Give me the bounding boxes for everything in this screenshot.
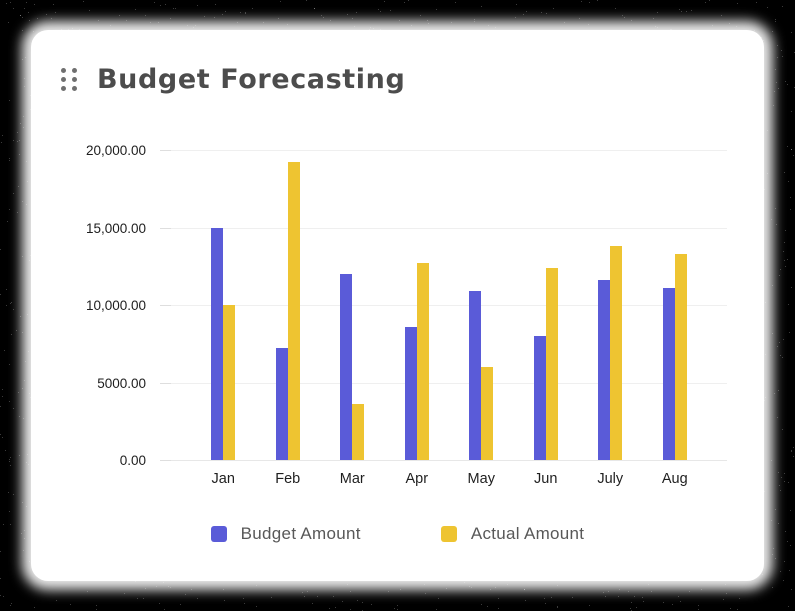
y-axis-tick-label: 5000.00	[97, 375, 146, 391]
y-axis-tick	[160, 150, 171, 151]
dot	[72, 77, 77, 82]
gridline-y-20000	[160, 150, 727, 151]
dot	[72, 68, 77, 73]
x-axis-label-aug: Aug	[661, 471, 688, 487]
bar-group-jun	[514, 150, 579, 460]
x-axis-label-jun: Jun	[534, 471, 558, 487]
dot	[61, 77, 66, 82]
bar-budget-amount-jan[interactable]	[211, 227, 224, 460]
x-axis-label-july: July	[597, 471, 624, 487]
bar-group-may	[449, 150, 514, 460]
y-axis-tick-label: 15,000.00	[85, 220, 146, 236]
x-axis-label-mar: Mar	[339, 471, 365, 487]
bar-group-mar	[320, 150, 385, 460]
drag-handle-icon[interactable]	[61, 68, 77, 91]
x-axis-labels: Jan Feb Mar Apr May Jun July Aug	[160, 471, 727, 487]
legend-item-budget-amount[interactable]: Budget Amount	[210, 524, 361, 544]
gridline-y-0	[160, 460, 727, 461]
bar-budget-amount-mar[interactable]	[340, 274, 353, 460]
dot	[61, 68, 66, 73]
chart-legend: Budget Amount Actual Amount	[31, 524, 764, 544]
page-title: Budget Forecasting	[97, 64, 406, 95]
legend-swatch-budget-amount	[210, 526, 227, 542]
y-axis-tick	[160, 227, 171, 229]
bar-group-jan	[191, 150, 256, 460]
budget-forecasting-card: Budget Forecasting 0.00 5000.00 10,000.00 1…	[31, 30, 764, 581]
x-axis-label-jan: Jan	[211, 471, 235, 487]
bar-budget-amount-aug[interactable]	[662, 287, 675, 460]
bar-budget-amount-apr[interactable]	[404, 326, 417, 460]
gridline-y-5000	[160, 382, 727, 384]
gridline-y-10000	[160, 305, 727, 306]
y-axis-tick-label: 0.00	[119, 453, 146, 468]
y-axis-tick	[160, 305, 171, 306]
bar-budget-amount-feb[interactable]	[275, 348, 288, 460]
card-header: Budget Forecasting	[61, 64, 405, 95]
bar-actual-amount-july[interactable]	[610, 246, 623, 460]
bar-actual-amount-apr[interactable]	[416, 263, 429, 460]
bar-budget-amount-may[interactable]	[469, 291, 482, 460]
dot	[72, 86, 77, 91]
bar-actual-amount-aug[interactable]	[674, 253, 687, 460]
bar-budget-amount-july[interactable]	[598, 280, 611, 460]
bars-row	[160, 150, 727, 460]
bar-actual-amount-jan[interactable]	[223, 305, 236, 460]
bar-actual-amount-mar[interactable]	[352, 404, 365, 460]
y-axis-tick-label: 10,000.00	[85, 298, 146, 313]
bar-budget-amount-jun[interactable]	[533, 336, 546, 460]
bar-group-apr	[385, 150, 450, 460]
legend-item-actual-amount[interactable]: Actual Amount	[440, 524, 585, 544]
bar-group-july	[578, 150, 643, 460]
legend-label: Actual Amount	[470, 524, 585, 543]
legend-swatch-actual-amount	[440, 526, 457, 542]
plot-area: 0.00 5000.00 10,000.00 15,000.00 20,000.00	[86, 143, 727, 468]
y-axis-tick	[160, 460, 171, 461]
bar-actual-amount-jun[interactable]	[545, 267, 558, 460]
x-axis-label-feb: Feb	[275, 471, 301, 487]
bar-group-feb	[256, 150, 321, 460]
bar-group-aug	[643, 150, 708, 460]
x-axis-label-may: May	[467, 471, 495, 487]
gridline-y-15000	[160, 227, 727, 229]
y-axis-tick	[160, 382, 171, 384]
bar-actual-amount-feb[interactable]	[287, 162, 300, 460]
bar-actual-amount-may[interactable]	[481, 367, 494, 460]
dot	[61, 86, 66, 91]
x-axis-label-apr: Apr	[405, 471, 429, 487]
legend-label: Budget Amount	[240, 524, 361, 543]
y-axis-tick-label: 20,000.00	[85, 143, 146, 158]
